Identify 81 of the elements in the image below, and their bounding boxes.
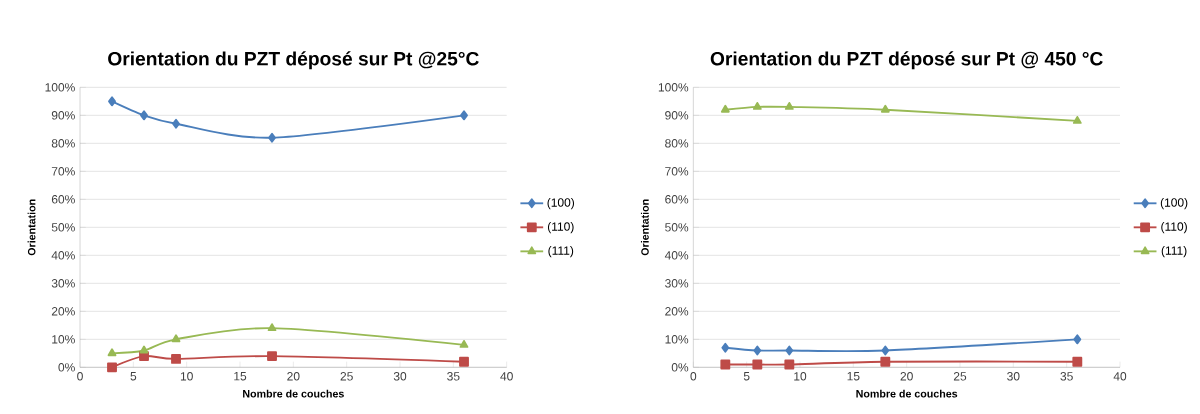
point (459, 356, 469, 367)
y-tick-label: 100% (658, 83, 689, 92)
y-tick-label: 90% (51, 111, 75, 120)
chart-title: Orientation du PZT déposé sur Pt @ 450 °C (710, 51, 1103, 70)
x-tick-label: 10 (180, 372, 193, 381)
point (1072, 115, 1082, 124)
y-axis-title: Orientation (27, 199, 36, 256)
y-tick-label: 50% (51, 223, 75, 232)
y-tick-label: 90% (665, 111, 689, 120)
y-tick-label: 40% (51, 251, 75, 260)
x-tick-label: 40 (500, 372, 513, 381)
point (784, 101, 794, 110)
point (785, 345, 794, 356)
point (752, 101, 762, 110)
x-axis-title: Nombre de couches (243, 389, 344, 398)
point (267, 323, 277, 332)
x-tick-label: 0 (690, 372, 697, 381)
y-tick-label: 70% (665, 167, 689, 176)
y-tick-label: 60% (51, 195, 75, 204)
point (460, 110, 468, 121)
point (171, 353, 181, 364)
point (140, 110, 148, 121)
y-tick-label: 30% (665, 279, 689, 288)
point (171, 334, 181, 343)
point (720, 359, 731, 370)
x-tick-label: 5 (743, 372, 750, 381)
point (752, 359, 763, 370)
legend-label: (110) (1161, 221, 1187, 234)
point (880, 356, 891, 367)
x-tick-label: 30 (393, 372, 407, 381)
point (1072, 356, 1083, 367)
y-tick-label: 40% (664, 251, 689, 260)
x-tick-label: 10 (794, 372, 807, 381)
x-tick-label: 30 (1007, 372, 1020, 381)
y-tick-label: 100% (45, 83, 75, 92)
point (459, 339, 469, 348)
y-axis-title: Orientation (640, 199, 649, 256)
x-tick-label: 15 (847, 372, 860, 381)
point (880, 104, 890, 113)
x-tick-label: 25 (953, 372, 967, 381)
legend-label: (111) (1161, 246, 1187, 258)
legend-label: (100) (547, 197, 575, 210)
y-tick-label: 10% (52, 335, 75, 344)
y-tick-label: 10% (665, 335, 689, 344)
y-tick-label: 20% (51, 307, 75, 316)
x-tick-label: 20 (900, 372, 913, 381)
y-tick-label: 0% (671, 363, 689, 372)
x-axis-title: Nombre de couches (856, 389, 958, 398)
y-tick-label: 0% (58, 363, 75, 372)
x-tick-label: 35 (1060, 372, 1073, 381)
x-tick-label: 40 (1113, 372, 1127, 381)
y-tick-label: 80% (665, 139, 689, 148)
x-tick-label: 20 (287, 372, 300, 381)
legend-label: (110) (547, 221, 574, 234)
point (139, 345, 149, 354)
point (721, 342, 730, 353)
x-tick-label: 25 (340, 372, 353, 381)
point (753, 345, 762, 356)
point (1073, 334, 1082, 345)
point (107, 348, 117, 357)
chart-title: Orientation du PZT déposé sur Pt @25°C (108, 51, 479, 70)
y-tick-label: 80% (51, 139, 75, 148)
legend-label: (100) (1160, 197, 1188, 210)
point (107, 362, 117, 373)
point (267, 351, 277, 362)
point (881, 345, 890, 356)
legend-label: (111) (548, 246, 574, 258)
y-tick-label: 20% (665, 307, 689, 316)
y-tick-label: 70% (51, 167, 75, 176)
x-tick-label: 15 (234, 372, 247, 381)
x-tick-label: 35 (447, 372, 460, 381)
point (172, 118, 180, 129)
y-tick-label: 60% (665, 195, 689, 204)
y-tick-label: 50% (665, 223, 689, 232)
point (784, 359, 795, 370)
x-tick-label: 0 (77, 372, 83, 381)
x-tick-label: 5 (130, 372, 137, 381)
y-tick-label: 30% (51, 279, 75, 288)
point (720, 104, 730, 113)
point (268, 132, 276, 143)
point (108, 96, 116, 107)
